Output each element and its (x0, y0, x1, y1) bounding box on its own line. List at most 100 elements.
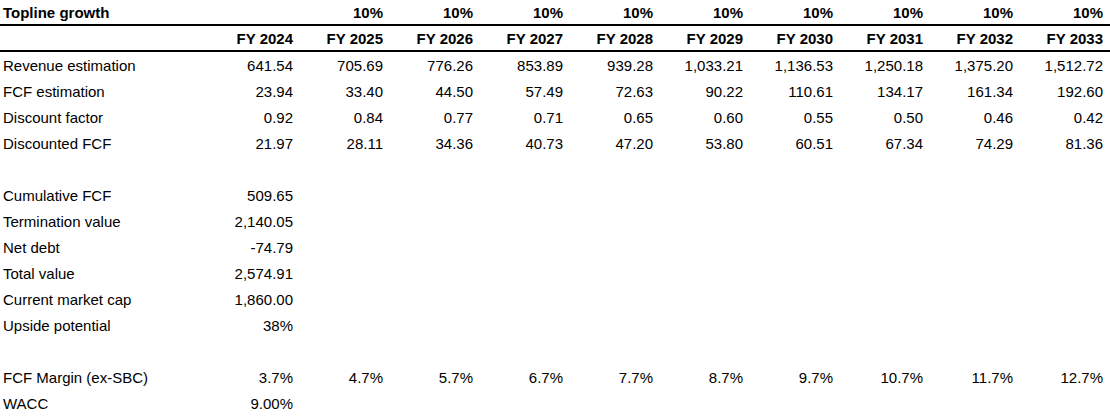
row-label[interactable]: Current market cap (0, 291, 210, 308)
cell[interactable]: 72.63 (570, 83, 660, 100)
cell[interactable]: 74.29 (930, 135, 1020, 152)
cell[interactable]: 0.46 (930, 109, 1020, 126)
cell[interactable]: 10% (930, 4, 1020, 21)
year-header[interactable]: FY 2025 (300, 30, 390, 47)
upside-potential-row: Upside potential 38% (0, 312, 1110, 338)
cell[interactable]: 3.7% (210, 369, 300, 386)
cell[interactable]: 1,512.72 (1020, 57, 1110, 74)
row-label[interactable]: Revenue estimation (0, 57, 210, 74)
cell[interactable]: 0.60 (660, 109, 750, 126)
cell[interactable]: 40.73 (480, 135, 570, 152)
cell[interactable]: 0.65 (570, 109, 660, 126)
cell[interactable]: 4.7% (300, 369, 390, 386)
cell[interactable]: 12.7% (1020, 369, 1110, 386)
row-label[interactable]: Termination value (0, 213, 210, 230)
discounted-fcf-row: Discounted FCF 21.97 28.11 34.36 40.73 4… (0, 130, 1110, 156)
cell[interactable]: 90.22 (660, 83, 750, 100)
year-header[interactable]: FY 2024 (210, 30, 300, 47)
cell[interactable]: 0.55 (750, 109, 840, 126)
row-label[interactable]: Total value (0, 265, 210, 282)
cell[interactable]: 9.00% (210, 395, 300, 412)
termination-value-row: Termination value 2,140.05 (0, 208, 1110, 234)
year-header[interactable]: FY 2029 (660, 30, 750, 47)
cumulative-fcf-row: Cumulative FCF 509.65 (0, 182, 1110, 208)
dcf-valuation-table: Topline growth 10% 10% 10% 10% 10% 10% 1… (0, 0, 1110, 416)
cell[interactable]: 53.80 (660, 135, 750, 152)
cell[interactable]: 705.69 (300, 57, 390, 74)
cell[interactable]: 60.51 (750, 135, 840, 152)
revenue-estimation-row: Revenue estimation 641.54 705.69 776.26 … (0, 52, 1110, 78)
cell[interactable]: 57.49 (480, 83, 570, 100)
cell[interactable]: 33.40 (300, 83, 390, 100)
cell[interactable]: 509.65 (210, 187, 300, 204)
year-header[interactable]: FY 2033 (1020, 30, 1110, 47)
cell[interactable]: 6.7% (480, 369, 570, 386)
cell[interactable]: 1,250.18 (840, 57, 930, 74)
year-header[interactable]: FY 2028 (570, 30, 660, 47)
wacc-row: WACC 9.00% (0, 390, 1110, 416)
cell[interactable]: 192.60 (1020, 83, 1110, 100)
discount-factor-row: Discount factor 0.92 0.84 0.77 0.71 0.65… (0, 104, 1110, 130)
year-header[interactable]: FY 2027 (480, 30, 570, 47)
cell[interactable]: 81.36 (1020, 135, 1110, 152)
cell[interactable]: 44.50 (390, 83, 480, 100)
cell[interactable]: 67.34 (840, 135, 930, 152)
cell[interactable]: 10.7% (840, 369, 930, 386)
cell[interactable]: 1,136.53 (750, 57, 840, 74)
cell[interactable]: 110.61 (750, 83, 840, 100)
cell[interactable]: 10% (300, 4, 390, 21)
year-header[interactable]: FY 2026 (390, 30, 480, 47)
cell[interactable]: 21.97 (210, 135, 300, 152)
row-label[interactable]: FCF Margin (ex-SBC) (0, 369, 210, 386)
cell[interactable]: 34.36 (390, 135, 480, 152)
cell[interactable]: 7.7% (570, 369, 660, 386)
cell[interactable]: 161.34 (930, 83, 1020, 100)
row-label[interactable]: Discount factor (0, 109, 210, 126)
year-header[interactable]: FY 2032 (930, 30, 1020, 47)
cell[interactable]: 10% (840, 4, 930, 21)
cell[interactable]: 0.92 (210, 109, 300, 126)
cell[interactable]: 10% (750, 4, 840, 21)
cell[interactable]: 10% (390, 4, 480, 21)
row-label[interactable]: WACC (0, 395, 210, 412)
cell[interactable]: 776.26 (390, 57, 480, 74)
cell[interactable]: 853.89 (480, 57, 570, 74)
cell[interactable]: 10% (570, 4, 660, 21)
cell[interactable]: 0.84 (300, 109, 390, 126)
cell[interactable]: 0.42 (1020, 109, 1110, 126)
year-header[interactable]: FY 2031 (840, 30, 930, 47)
row-label[interactable]: FCF estimation (0, 83, 210, 100)
cell[interactable]: 1,860.00 (210, 291, 300, 308)
cell[interactable]: 939.28 (570, 57, 660, 74)
cell[interactable]: -74.79 (210, 239, 300, 256)
row-label[interactable]: Discounted FCF (0, 135, 210, 152)
cell[interactable]: 1,375.20 (930, 57, 1020, 74)
cell[interactable]: 10% (660, 4, 750, 21)
cell[interactable]: 8.7% (660, 369, 750, 386)
cell[interactable]: 10% (1020, 4, 1110, 21)
year-header-row: FY 2024 FY 2025 FY 2026 FY 2027 FY 2028 … (0, 26, 1110, 52)
cell[interactable]: 23.94 (210, 83, 300, 100)
cell[interactable]: 134.17 (840, 83, 930, 100)
row-label[interactable]: Net debt (0, 239, 210, 256)
cell[interactable]: 10% (480, 4, 570, 21)
topline-growth-label[interactable]: Topline growth (0, 4, 210, 21)
row-label[interactable]: Cumulative FCF (0, 187, 210, 204)
cell[interactable]: 28.11 (300, 135, 390, 152)
cell[interactable]: 5.7% (390, 369, 480, 386)
cell[interactable]: 641.54 (210, 57, 300, 74)
cell[interactable]: 9.7% (750, 369, 840, 386)
cell[interactable]: 47.20 (570, 135, 660, 152)
cell[interactable]: 0.50 (840, 109, 930, 126)
year-header[interactable]: FY 2030 (750, 30, 840, 47)
cell[interactable]: 38% (210, 317, 300, 334)
cell[interactable]: 2,574.91 (210, 265, 300, 282)
cell[interactable]: 11.7% (930, 369, 1020, 386)
fcf-margin-row: FCF Margin (ex-SBC) 3.7% 4.7% 5.7% 6.7% … (0, 364, 1110, 390)
row-label[interactable]: Upside potential (0, 317, 210, 334)
cell[interactable]: 2,140.05 (210, 213, 300, 230)
fcf-estimation-row: FCF estimation 23.94 33.40 44.50 57.49 7… (0, 78, 1110, 104)
cell[interactable]: 0.71 (480, 109, 570, 126)
cell[interactable]: 0.77 (390, 109, 480, 126)
cell[interactable]: 1,033.21 (660, 57, 750, 74)
